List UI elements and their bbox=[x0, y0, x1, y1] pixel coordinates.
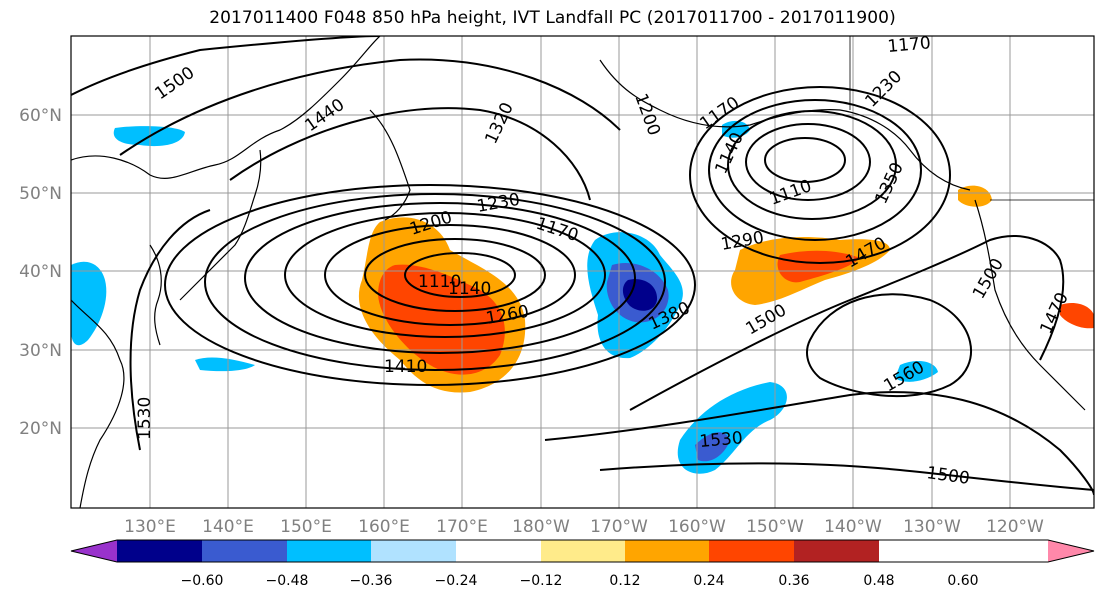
lon-label-170e: 170°E bbox=[436, 517, 488, 537]
contour-low-east-5 bbox=[689, 86, 951, 264]
lon-label-130w: 130°W bbox=[903, 517, 961, 537]
colorbar-cell bbox=[287, 540, 371, 562]
colorbar-outline bbox=[70, 539, 1095, 563]
lon-label-170w: 170°W bbox=[590, 517, 648, 537]
contour-low-east-1 bbox=[764, 137, 846, 183]
colorbar-tick-label: −0.36 bbox=[350, 573, 393, 589]
lon-label-130e: 130°E bbox=[124, 517, 176, 537]
coastline-kamchatka bbox=[369, 109, 411, 221]
colorbar-cell bbox=[202, 540, 287, 562]
colorbar-cell bbox=[794, 540, 879, 562]
ivt-positive-small-2 bbox=[1060, 303, 1094, 329]
contour-low-west-5 bbox=[244, 202, 636, 354]
contour-low-east-4 bbox=[708, 99, 922, 241]
contour-low-east-3 bbox=[727, 110, 897, 220]
longitude-labels: 130°E 140°E 150°E 160°E 170°E 180°W 170°… bbox=[124, 517, 1044, 537]
contour-low-west-3 bbox=[324, 224, 576, 326]
coastline-china bbox=[71, 299, 125, 508]
colorbar-tick-label: −0.60 bbox=[181, 573, 224, 589]
coastline-asia bbox=[71, 36, 381, 179]
chart-title: 2017011400 F048 850 hPa height, IVT Land… bbox=[209, 8, 896, 28]
contour-1500-east bbox=[629, 235, 1065, 411]
colorbar-tick-labels: −0.60 −0.48 −0.36 −0.24 −0.12 0.12 0.24 … bbox=[181, 573, 979, 589]
colorbar-cell bbox=[541, 540, 625, 562]
lon-label-150w: 150°W bbox=[746, 517, 804, 537]
contour-label-1110: 1110 bbox=[418, 272, 461, 292]
contour-low-west-6 bbox=[204, 193, 666, 371]
contour-low-west-1 bbox=[404, 252, 516, 298]
contour-high-east bbox=[806, 293, 973, 398]
ivt-strong-anomaly-west bbox=[378, 264, 505, 375]
colorbar-tick-label: 0.36 bbox=[778, 573, 809, 589]
contour-1440 bbox=[119, 58, 621, 156]
contour-1560-1530-south bbox=[599, 462, 1094, 491]
colorbar-cell bbox=[625, 540, 709, 562]
ivt-negative-small-4 bbox=[895, 360, 938, 382]
lon-label-140e: 140°E bbox=[202, 517, 254, 537]
coastlines bbox=[71, 36, 1094, 508]
colorbar-tick-label: −0.24 bbox=[435, 573, 478, 589]
lon-label-180w: 180°W bbox=[512, 517, 570, 537]
colorbar-cell bbox=[709, 540, 794, 562]
ivt-strong-anomaly-east bbox=[777, 250, 860, 283]
contour-1500-south bbox=[544, 391, 1094, 496]
contour-label-1140: 1140 bbox=[448, 279, 491, 299]
colorbar-cell bbox=[456, 540, 541, 562]
map-area bbox=[71, 36, 1094, 508]
colorbar-tick-label: −0.48 bbox=[266, 573, 309, 589]
colorbar-tick-label: 0.12 bbox=[609, 573, 640, 589]
lat-label-60n: 60°N bbox=[19, 106, 62, 126]
contour-label-1530-south: 1530 bbox=[699, 428, 744, 452]
coastline-korea bbox=[149, 244, 162, 346]
contour-1320 bbox=[229, 107, 591, 201]
latitude-labels: 60°N 50°N 40°N 30°N 20°N bbox=[19, 106, 62, 439]
colorbar-cells bbox=[117, 540, 879, 562]
lon-label-160e: 160°E bbox=[358, 517, 410, 537]
colorbar-extend-left bbox=[71, 540, 117, 562]
contour-low-east-2 bbox=[745, 123, 871, 201]
colorbar-tick-label: −0.12 bbox=[520, 573, 563, 589]
lat-label-30n: 30°N bbox=[19, 341, 62, 361]
lon-label-160w: 160°W bbox=[668, 517, 726, 537]
colorbar-cell bbox=[371, 540, 456, 562]
colorbar: −0.60 −0.48 −0.36 −0.24 −0.12 0.12 0.24 … bbox=[70, 539, 1095, 589]
contour-label-1530-west: 1530 bbox=[135, 397, 155, 440]
ivt-negative-core-south bbox=[695, 432, 730, 462]
map-frame bbox=[70, 35, 1095, 509]
ivt-negative-small-3 bbox=[195, 357, 255, 372]
contour-low-west-4 bbox=[284, 212, 606, 338]
contour-1530 bbox=[129, 209, 211, 451]
lat-label-50n: 50°N bbox=[19, 184, 62, 204]
colorbar-tick-label: 0.60 bbox=[947, 573, 978, 589]
contour-low-west-2 bbox=[364, 238, 546, 312]
ivt-negative-deep-central bbox=[622, 279, 658, 311]
lat-label-40n: 40°N bbox=[19, 262, 62, 282]
contour-1500-north bbox=[71, 36, 381, 96]
colorbar-cell bbox=[117, 540, 202, 562]
lat-label-20n: 20°N bbox=[19, 419, 62, 439]
colorbar-extend-right bbox=[1048, 540, 1094, 562]
colorbar-tick-label: 0.24 bbox=[693, 573, 724, 589]
lon-label-140w: 140°W bbox=[824, 517, 882, 537]
contour-label-1410: 1410 bbox=[384, 357, 427, 377]
height-contours bbox=[71, 36, 1094, 496]
contour-label-1170-top: 1170 bbox=[887, 33, 932, 57]
contour-low-west-7 bbox=[164, 184, 696, 386]
lon-label-120w: 120°W bbox=[986, 517, 1044, 537]
ivt-positive-small-1 bbox=[958, 185, 992, 207]
colorbar-tick-label: 0.48 bbox=[863, 573, 894, 589]
lon-label-150e: 150°E bbox=[280, 517, 332, 537]
graticule bbox=[71, 36, 1094, 508]
